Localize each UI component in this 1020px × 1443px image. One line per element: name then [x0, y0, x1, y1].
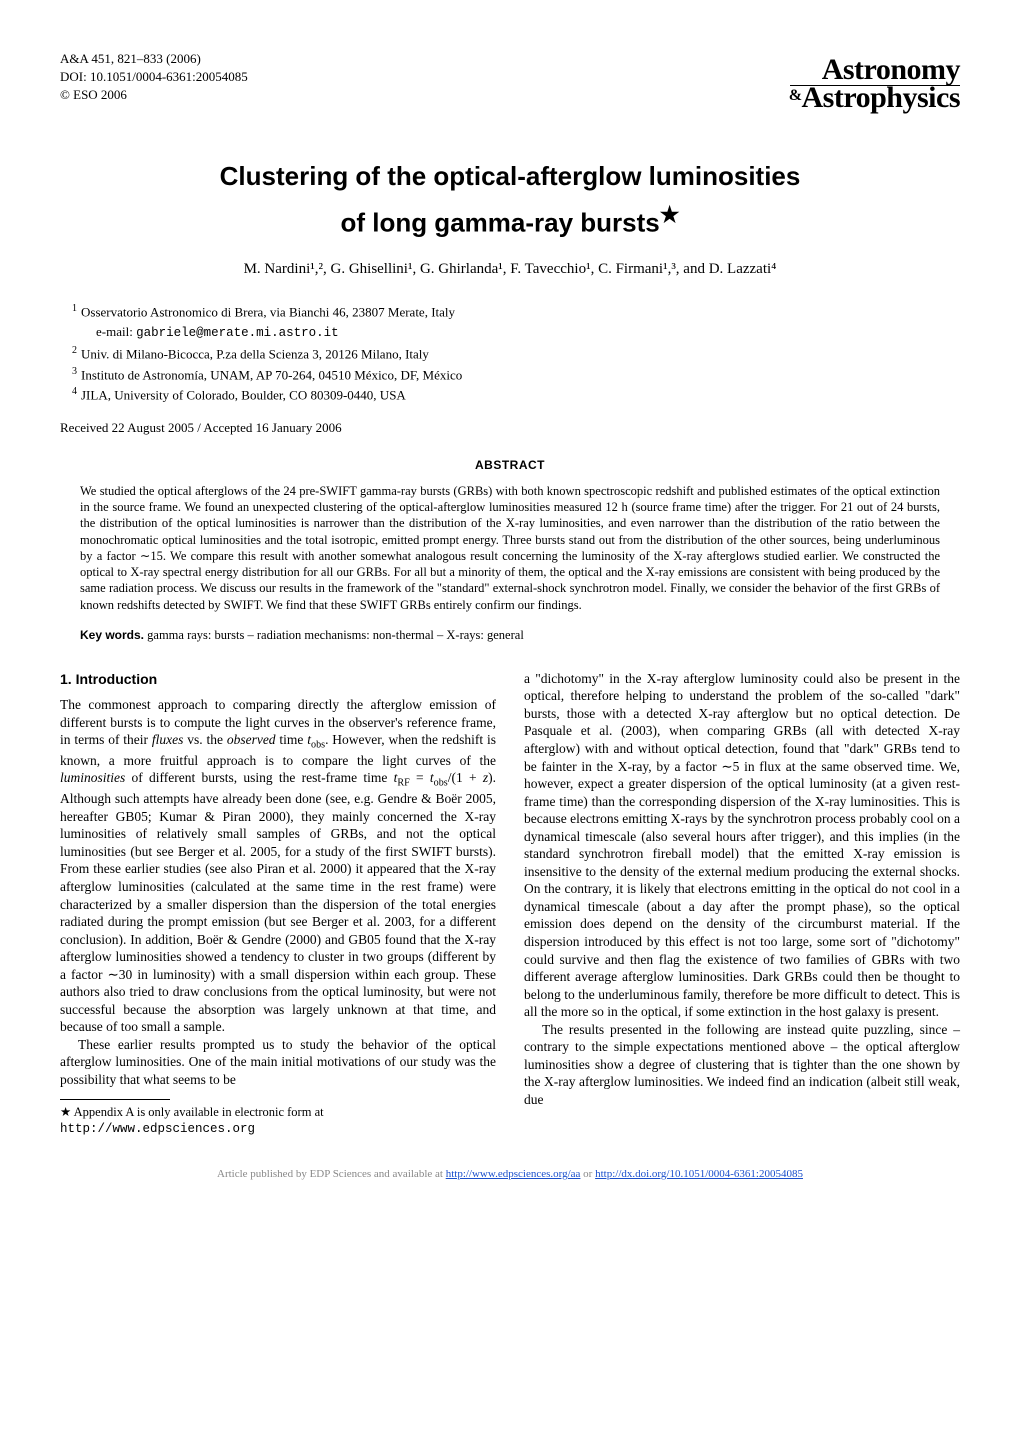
affiliation-2: 2Univ. di Milano-Bicocca, P.za della Sci… — [72, 343, 960, 364]
citation: A&A 451, 821–833 (2006) — [60, 50, 248, 68]
title-line-1: Clustering of the optical-afterglow lumi… — [60, 159, 960, 194]
intro-para-3: a "dichotomy" in the X-ray afterglow lum… — [524, 670, 960, 1021]
affiliations-block: 1Osservatorio Astronomico di Brera, via … — [72, 301, 960, 405]
footnote-separator — [60, 1099, 170, 1100]
page-footer: Article published by EDP Sciences and av… — [60, 1167, 960, 1182]
doi: DOI: 10.1051/0004-6361:20054085 — [60, 68, 248, 86]
copyright: © ESO 2006 — [60, 86, 248, 104]
affiliation-3: 3Instituto de Astronomía, UNAM, AP 70-26… — [72, 364, 960, 385]
intro-para-2: These earlier results prompted us to stu… — [60, 1036, 496, 1089]
title-star-icon: ★ — [660, 202, 680, 227]
footnote-url: http://www.edpsciences.org — [60, 1122, 255, 1136]
journal-name-bottom: &Astrophysics — [789, 78, 960, 119]
footnote: ★ Appendix A is only available in electr… — [60, 1104, 496, 1138]
footer-link-2[interactable]: http://dx.doi.org/10.1051/0004-6361:2005… — [595, 1168, 803, 1180]
affiliation-1: 1Osservatorio Astronomico di Brera, via … — [72, 301, 960, 322]
received-accepted: Received 22 August 2005 / Accepted 16 Ja… — [60, 419, 960, 437]
right-column: a "dichotomy" in the X-ray afterglow lum… — [524, 670, 960, 1137]
intro-para-4: The results presented in the following a… — [524, 1021, 960, 1109]
abstract-heading: ABSTRACT — [60, 457, 960, 473]
affiliation-4: 4JILA, University of Colorado, Boulder, … — [72, 384, 960, 405]
body-columns: 1. Introduction The commonest approach t… — [60, 670, 960, 1137]
keywords-line: Key words. gamma rays: bursts – radiatio… — [80, 627, 940, 644]
author-line: M. Nardini¹,², G. Ghisellini¹, G. Ghirla… — [60, 259, 960, 279]
journal-logo: Astronomy &Astrophysics — [789, 50, 960, 124]
abstract-text: We studied the optical afterglows of the… — [80, 483, 940, 613]
intro-para-1: The commonest approach to comparing dire… — [60, 696, 496, 1036]
section-1-heading: 1. Introduction — [60, 670, 496, 688]
email-line: e-mail: gabriele@merate.mi.astro.it — [96, 322, 960, 343]
left-column: 1. Introduction The commonest approach t… — [60, 670, 496, 1137]
title-line-2: of long gamma-ray bursts★ — [60, 200, 960, 241]
footer-link-1[interactable]: http://www.edpsciences.org/aa — [446, 1168, 581, 1180]
footnote-star-icon: ★ — [60, 1105, 71, 1119]
page-header: A&A 451, 821–833 (2006) DOI: 10.1051/000… — [60, 50, 960, 124]
header-meta: A&A 451, 821–833 (2006) DOI: 10.1051/000… — [60, 50, 248, 105]
